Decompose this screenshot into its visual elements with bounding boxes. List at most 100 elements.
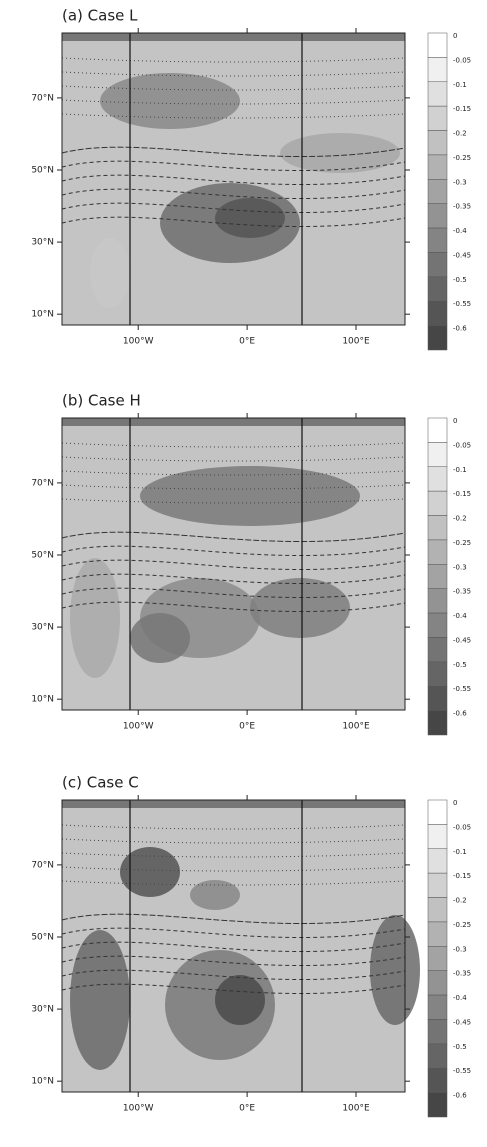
y-tick-label: 70°N bbox=[31, 93, 54, 103]
colorbar-box bbox=[427, 179, 448, 204]
colorbar-box bbox=[427, 130, 448, 156]
y-tick-label: 70°N bbox=[31, 478, 54, 488]
colorbar-label: -0.2 bbox=[453, 897, 467, 905]
contour-line bbox=[61, 202, 406, 214]
contour-line bbox=[61, 913, 406, 925]
colorbar-box bbox=[427, 32, 448, 58]
y-tick-label: 30°N bbox=[31, 1005, 54, 1015]
colorbar-box bbox=[427, 1067, 448, 1093]
contour-line bbox=[61, 969, 406, 981]
contour-line bbox=[61, 188, 406, 200]
colorbar-label: -0.55 bbox=[453, 1067, 471, 1075]
colorbar-label: -0.5 bbox=[453, 661, 467, 669]
colorbar-box bbox=[427, 685, 448, 711]
contour-line bbox=[61, 531, 406, 543]
map-background bbox=[62, 418, 405, 710]
shaded-region bbox=[100, 73, 240, 129]
colorbar-label: -0.2 bbox=[453, 515, 467, 523]
y-tick-label: 10°N bbox=[31, 1077, 54, 1087]
x-tick-label: 100°W bbox=[123, 337, 154, 347]
x-tick-label: 100°W bbox=[123, 1104, 154, 1114]
panel-title: (b) Case H bbox=[62, 392, 141, 410]
colorbar-box bbox=[427, 57, 448, 83]
map-frame bbox=[61, 32, 406, 326]
colorbar-box bbox=[427, 539, 448, 565]
shaded-region bbox=[70, 930, 130, 1070]
polar-band bbox=[62, 418, 405, 426]
colorbar-label: -0.6 bbox=[453, 325, 467, 333]
y-tick-label: 10°N bbox=[31, 695, 54, 705]
panel-title: (c) Case C bbox=[62, 774, 139, 792]
shaded-region bbox=[130, 613, 190, 663]
colorbar-label: -0.35 bbox=[453, 588, 471, 596]
contour-line bbox=[61, 983, 406, 995]
colorbar-label: -0.4 bbox=[453, 227, 467, 235]
x-tick-label: 100°E bbox=[342, 337, 370, 347]
colorbar-label: -0.1 bbox=[453, 848, 467, 856]
colorbar-label: -0.25 bbox=[453, 539, 471, 547]
colorbar-box bbox=[427, 946, 448, 971]
contour-line bbox=[61, 927, 406, 939]
colorbar-label: 0 bbox=[453, 417, 457, 425]
x-tick-label: 100°E bbox=[342, 722, 370, 732]
colorbar-box bbox=[427, 515, 448, 541]
colorbar-label: 0 bbox=[453, 799, 457, 807]
contour-line bbox=[61, 587, 406, 599]
colorbar-box bbox=[427, 1019, 448, 1045]
colorbar-box bbox=[427, 417, 448, 443]
colorbar-label: -0.05 bbox=[453, 56, 471, 64]
shaded-region bbox=[250, 578, 350, 638]
y-tick-label: 30°N bbox=[31, 623, 54, 633]
colorbar-box bbox=[427, 227, 448, 253]
colorbar-box bbox=[427, 564, 448, 589]
shaded-region bbox=[120, 847, 180, 897]
colorbar-label: -0.05 bbox=[453, 823, 471, 831]
x-tick-label: 0°E bbox=[239, 337, 255, 347]
colorbar-label: -0.3 bbox=[453, 945, 467, 953]
colorbar-label: -0.45 bbox=[453, 1018, 471, 1026]
colorbar-label: -0.1 bbox=[453, 466, 467, 474]
contour-line bbox=[61, 601, 406, 613]
colorbar-box bbox=[427, 661, 448, 687]
contour-line bbox=[61, 160, 406, 172]
colorbar-box bbox=[427, 325, 448, 351]
contour-line bbox=[61, 216, 406, 228]
colorbar-label: -0.3 bbox=[453, 178, 467, 186]
colorbar-label: -0.25 bbox=[453, 921, 471, 929]
colorbar-box bbox=[427, 588, 448, 614]
y-tick-label: 10°N bbox=[31, 310, 54, 320]
colorbar-label: -0.55 bbox=[453, 300, 471, 308]
colorbar-box bbox=[427, 921, 448, 947]
colorbar-box bbox=[427, 81, 448, 107]
colorbar-box bbox=[427, 637, 448, 663]
x-tick-label: 0°E bbox=[239, 722, 255, 732]
y-tick-label: 50°N bbox=[31, 165, 54, 175]
panel-title: (a) Case L bbox=[62, 7, 138, 25]
contour-line bbox=[61, 146, 406, 158]
y-tick-label: 30°N bbox=[31, 238, 54, 248]
contour-line bbox=[61, 573, 406, 585]
x-tick-label: 0°E bbox=[239, 1104, 255, 1114]
shaded-region bbox=[280, 133, 400, 173]
polar-band bbox=[62, 800, 405, 808]
shaded-region bbox=[90, 238, 130, 308]
colorbar-box bbox=[427, 203, 448, 229]
x-tick-label: 100°W bbox=[123, 722, 154, 732]
colorbar-box bbox=[427, 824, 448, 850]
colorbar-label: -0.1 bbox=[453, 81, 467, 89]
colorbar-label: -0.15 bbox=[453, 490, 471, 498]
colorbar-label: -0.45 bbox=[453, 636, 471, 644]
colorbar-box bbox=[427, 276, 448, 302]
colorbar-box bbox=[427, 252, 448, 278]
colorbar-label: -0.4 bbox=[453, 612, 467, 620]
colorbar-box bbox=[427, 442, 448, 468]
colorbar-label: -0.6 bbox=[453, 710, 467, 718]
colorbar-box bbox=[427, 970, 448, 996]
colorbar-box bbox=[427, 300, 448, 326]
colorbar-label: -0.2 bbox=[453, 130, 467, 138]
colorbar-label: -0.5 bbox=[453, 276, 467, 284]
colorbar-box bbox=[427, 105, 448, 131]
x-tick-label: 100°E bbox=[342, 1104, 370, 1114]
colorbar-label: -0.35 bbox=[453, 970, 471, 978]
